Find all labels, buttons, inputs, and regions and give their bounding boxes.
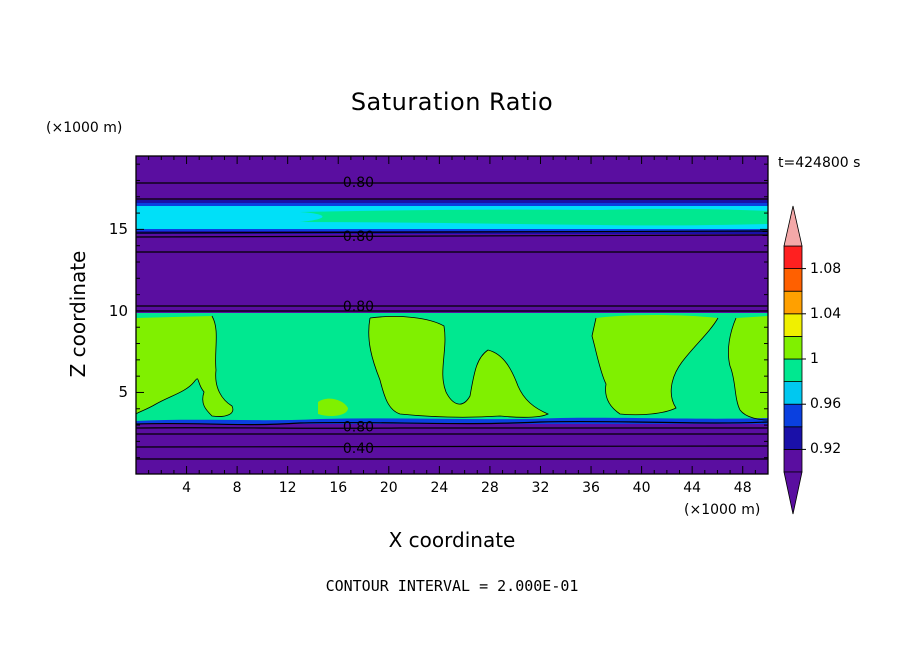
cloud-outline-1	[136, 315, 234, 417]
colorbar-over-arrow	[783, 205, 803, 247]
colorbar-swatch	[783, 245, 803, 270]
contour-label: 0.80	[343, 229, 374, 245]
colorbar-swatch	[783, 358, 803, 383]
contour-label: 0.80	[343, 175, 374, 191]
colorbar-label: 1.08	[810, 260, 842, 277]
plot-area	[136, 156, 768, 474]
x-tick-label: 48	[733, 480, 752, 496]
contour-label: 0.40	[343, 441, 374, 457]
x-tick-label: 4	[182, 480, 192, 496]
x-tick-label: 28	[480, 480, 499, 496]
contour-line-low-2	[136, 427, 768, 429]
colorbar-swatch	[783, 290, 803, 315]
cloud-outline-2	[368, 316, 549, 418]
x-tick-label: 32	[531, 480, 550, 496]
colorbar-label: 1	[810, 351, 819, 367]
x-tick-label: 20	[379, 480, 398, 496]
lower-dry-region	[136, 424, 768, 474]
colorbar-swatch	[783, 426, 803, 450]
cloud-outline-5	[728, 317, 768, 421]
y-tick-label: 15	[108, 220, 128, 239]
contour-label: 0.80	[343, 420, 374, 436]
cloud-cell-1	[136, 316, 233, 417]
x-axis-label: X coordinate	[388, 528, 516, 552]
colorbar-swatch	[783, 313, 803, 337]
contour-line-low-1	[136, 420, 768, 426]
x-tick-label: 8	[232, 480, 242, 496]
x-tick-label: 36	[582, 480, 600, 496]
contour-labels: 0.80 0.80 0.80 0.80 0.40	[343, 175, 374, 457]
axis-ticks	[136, 156, 768, 474]
colorbar-under-arrow	[783, 471, 803, 515]
cloud-cell-4	[592, 315, 718, 415]
x-tick-label: 12	[278, 480, 297, 496]
y-tick-label: 10	[108, 301, 128, 320]
x-tick-label: 40	[632, 480, 651, 496]
contour-label: 0.80	[343, 299, 374, 315]
upper-layer-band-green	[300, 208, 768, 226]
y-tick-label: 5	[118, 383, 128, 402]
colorbar-label: 0.92	[810, 441, 842, 458]
x-unit-label: (×1000 m)	[684, 502, 761, 518]
cloud-cell-3	[318, 398, 348, 416]
colorbar-label: 0.96	[810, 396, 842, 413]
cloud-outline-4	[591, 317, 719, 416]
colorbar-label: 1.04	[810, 305, 842, 322]
chart-title: Saturation Ratio	[350, 88, 554, 116]
contour-interval-note: CONTOUR INTERVAL = 2.000E-01	[325, 577, 579, 595]
colorbar-swatch	[783, 448, 803, 473]
colorbar-swatch	[783, 335, 803, 360]
colorbar	[783, 205, 806, 515]
cloud-cell-5	[728, 316, 768, 420]
colorbar-swatch	[783, 403, 803, 428]
colorbar-swatch	[783, 268, 803, 292]
colorbar-swatch	[783, 381, 803, 405]
x-tick-label: 44	[683, 480, 702, 496]
x-tick-label: 16	[329, 480, 348, 496]
contour-line-low-4	[136, 445, 768, 448]
time-label: t=424800 s	[778, 155, 861, 171]
cloud-cell-2	[368, 316, 548, 418]
z-unit-label: (×1000 m)	[46, 120, 123, 136]
x-tick-label: 24	[430, 480, 449, 496]
